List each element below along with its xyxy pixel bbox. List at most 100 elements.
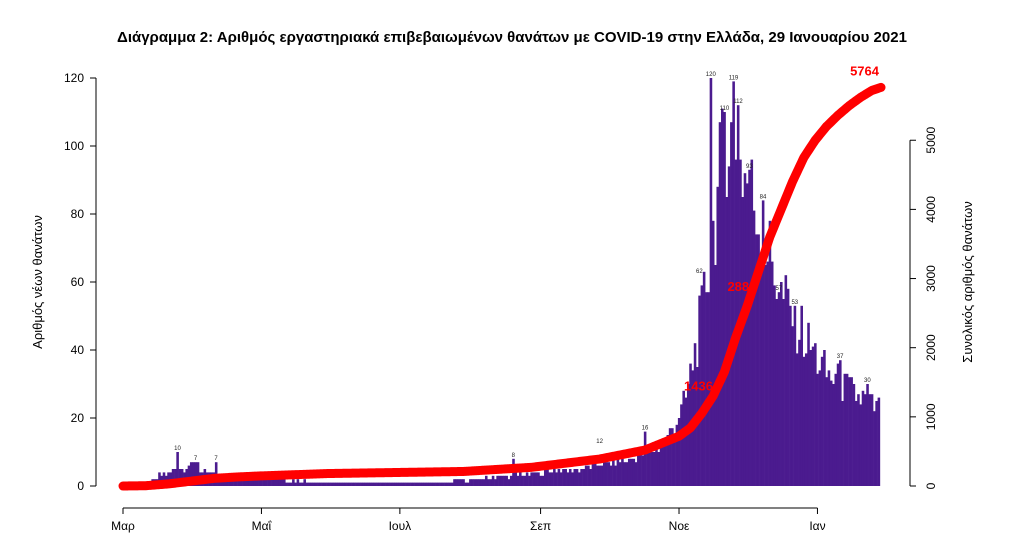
y-tick-label-3: 60 xyxy=(71,275,85,289)
bar-day-178 xyxy=(525,472,529,486)
bar-day-260 xyxy=(711,220,715,487)
bar-day-163 xyxy=(491,475,495,486)
bar-day-188 xyxy=(548,472,552,486)
bar-day-136 xyxy=(430,482,434,486)
bar-day-224 xyxy=(630,458,633,486)
bar-day-217 xyxy=(614,465,617,486)
bar-day-77 xyxy=(296,479,300,486)
bar-day-134 xyxy=(425,482,429,486)
y2-tick-label-1: 1000 xyxy=(924,403,938,430)
bar-day-59 xyxy=(255,479,259,486)
bar-day-296 xyxy=(793,305,797,486)
bar-day-22 xyxy=(171,469,175,486)
bar-day-129 xyxy=(414,482,418,486)
y2-axis-label: Συνολικός αριθμός θανάτων xyxy=(960,201,975,362)
bar-day-69 xyxy=(278,479,282,486)
cumulative-line-group xyxy=(118,82,886,491)
x-tick-label-2: Ιουλ xyxy=(389,519,412,533)
bar-day-63 xyxy=(264,479,268,486)
bar-day-126 xyxy=(407,482,411,486)
bar-day-170 xyxy=(507,479,511,486)
bar-day-212 xyxy=(602,462,606,486)
bar-day-237 xyxy=(659,445,663,486)
bar-day-80 xyxy=(303,479,306,486)
bar-day-140 xyxy=(439,482,443,486)
bar-day-124 xyxy=(403,482,406,486)
bar-label-0: 120 xyxy=(706,72,717,78)
bar-day-160 xyxy=(484,475,488,486)
bar-day-154 xyxy=(471,479,474,486)
bar-day-321 xyxy=(850,377,853,486)
y-axis-label: Αριθμός νέων θανάτων xyxy=(30,215,45,349)
bar-day-263 xyxy=(718,122,722,486)
bar-day-96 xyxy=(339,482,343,486)
axes-group: 0 20 40 60 80 100 120 0 1000 2000 3000 4000 5000 Μαρ Μ… xyxy=(64,71,938,533)
bar-day-179 xyxy=(528,475,531,486)
bar-day-95 xyxy=(337,482,341,486)
bar-day-138 xyxy=(435,482,438,486)
bar-day-98 xyxy=(344,482,347,486)
bar-day-246 xyxy=(680,404,683,486)
bar-day-319 xyxy=(845,373,849,486)
bar-day-218 xyxy=(616,458,620,486)
bar-day-130 xyxy=(416,482,420,486)
bar-day-125 xyxy=(405,482,409,486)
bar-day-25 xyxy=(178,469,182,486)
bar-day-88 xyxy=(321,482,325,486)
bar-day-50 xyxy=(235,479,238,486)
bar-day-315 xyxy=(836,363,840,486)
bar-day-82 xyxy=(307,482,311,486)
bar-day-72 xyxy=(285,482,288,486)
bar-day-252 xyxy=(693,343,697,486)
bar-day-207 xyxy=(591,462,595,486)
bar-day-294 xyxy=(789,305,792,486)
bar-label-2: 110 xyxy=(720,106,730,112)
bar-day-106 xyxy=(362,482,365,486)
bar-day-117 xyxy=(387,482,390,486)
bar-day-270 xyxy=(734,159,738,486)
bar-day-90 xyxy=(326,482,329,486)
bar-label-15: 7 xyxy=(194,456,198,462)
bar-day-166 xyxy=(498,475,502,486)
bar-day-268 xyxy=(730,122,733,486)
bar-day-327 xyxy=(863,394,867,486)
bar-day-198 xyxy=(571,472,574,486)
bar-day-94 xyxy=(335,482,338,486)
bar-day-16 xyxy=(158,472,161,486)
bar-day-238 xyxy=(662,441,665,486)
bar-day-309 xyxy=(823,350,826,486)
bar-day-143 xyxy=(446,482,449,486)
bar-day-158 xyxy=(480,479,484,486)
bar-day-67 xyxy=(273,479,277,486)
bar-day-192 xyxy=(557,469,561,486)
y-tick-label-2: 40 xyxy=(71,343,85,357)
y2-tick-label-3: 3000 xyxy=(924,265,938,292)
bar-day-232 xyxy=(648,448,651,486)
bar-day-262 xyxy=(716,186,720,487)
bar-day-141 xyxy=(441,482,445,486)
bar-day-193 xyxy=(559,472,563,486)
bar-day-81 xyxy=(305,482,309,486)
bar-day-161 xyxy=(487,479,490,486)
bar-day-235 xyxy=(655,445,658,486)
bar-day-326 xyxy=(861,390,865,486)
bar-day-121 xyxy=(396,482,400,486)
bar-day-221 xyxy=(623,462,626,486)
bar-day-49 xyxy=(233,479,236,486)
bar-day-118 xyxy=(389,482,393,486)
bar-day-153 xyxy=(469,479,472,486)
bar-day-48 xyxy=(230,479,234,486)
bar-day-267 xyxy=(727,166,731,486)
bar-day-60 xyxy=(258,479,261,486)
bar-day-128 xyxy=(412,482,415,486)
bar-day-323 xyxy=(854,401,858,486)
bar-day-316 xyxy=(839,360,842,486)
y2-tick-label-0: 0 xyxy=(924,482,938,489)
bar-day-92 xyxy=(330,482,334,486)
x-tick-label-0: Μαρ xyxy=(111,519,135,533)
bar-day-30 xyxy=(189,462,193,486)
bar-day-149 xyxy=(460,479,463,486)
bar-day-210 xyxy=(598,465,602,486)
